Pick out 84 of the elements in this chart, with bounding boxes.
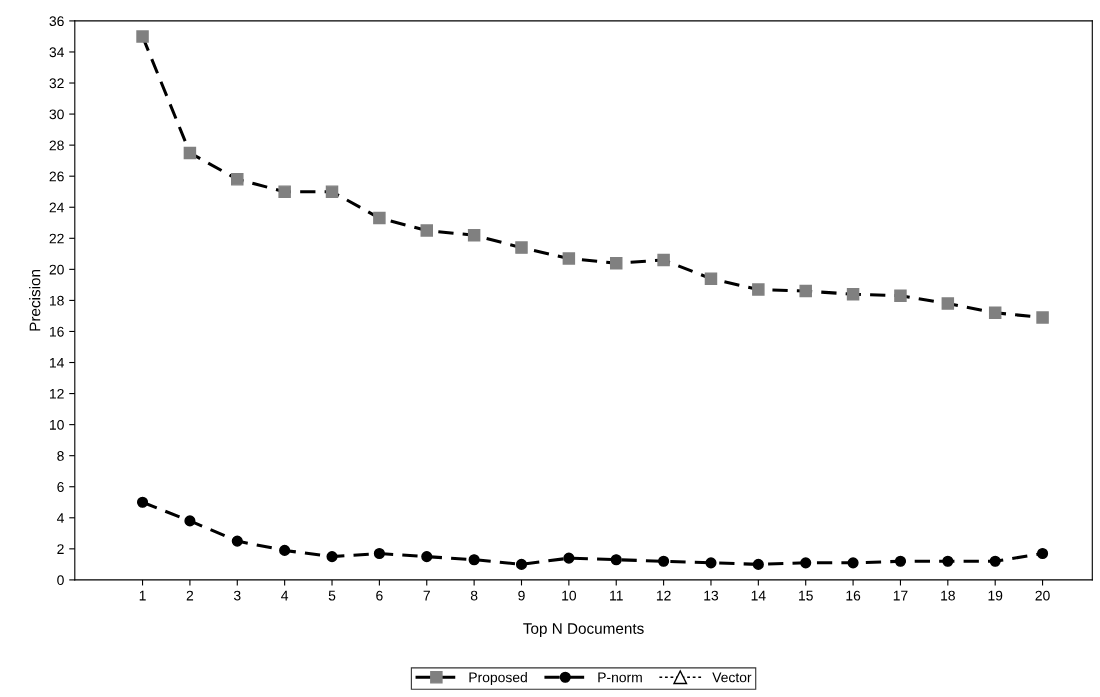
point: [562, 252, 576, 265]
y-tick-label: 26: [49, 171, 64, 182]
point: [420, 224, 434, 237]
y-tick-label: 4: [56, 513, 64, 523]
y-tick-label: 2: [57, 544, 64, 554]
y-tick-label: 28: [49, 140, 64, 151]
x-tick-label: 16: [846, 590, 861, 601]
point: [609, 256, 623, 270]
point: [894, 289, 907, 302]
point: [941, 297, 955, 310]
point: [563, 552, 575, 564]
x-tick-label: 10: [562, 590, 577, 601]
y-tick-label: 34: [49, 47, 64, 58]
point: [326, 551, 338, 563]
point: [989, 555, 1001, 567]
point: [279, 544, 291, 556]
point: [800, 557, 812, 569]
y-tick-label: 16: [50, 326, 64, 337]
point: [325, 185, 339, 198]
y-tick-label: 12: [50, 388, 64, 399]
y-tick-label: 22: [49, 233, 64, 244]
legend-label: Proposed: [469, 672, 527, 686]
x-tick-label: 9: [518, 590, 525, 601]
point: [136, 30, 149, 43]
y-tick-label: 20: [49, 264, 64, 275]
x-tick-label: 7: [423, 590, 430, 601]
y-tick-label: 10: [50, 419, 64, 430]
point: [657, 253, 670, 267]
y-tick-label: 14: [50, 357, 64, 368]
x-tick-label: 4: [281, 590, 289, 601]
point: [1037, 547, 1049, 560]
y-axis-title: Precision: [29, 269, 41, 331]
point: [752, 558, 764, 570]
x-tick-label: 15: [799, 590, 813, 601]
x-tick-label: 19: [988, 590, 1003, 601]
y-tick-label: 8: [57, 451, 64, 461]
point: [799, 284, 812, 298]
point: [752, 283, 765, 296]
point: [183, 146, 197, 160]
point: [988, 306, 1002, 320]
x-tick-label: 14: [751, 590, 766, 601]
x-tick-label: 17: [893, 590, 908, 601]
y-tick-label: 24: [49, 202, 64, 213]
point: [231, 535, 243, 547]
point: [373, 211, 386, 225]
x-tick-label: 6: [376, 590, 383, 601]
point: [515, 241, 528, 254]
y-tick-label: 32: [49, 78, 64, 89]
y-tick-label: 6: [57, 482, 64, 492]
x-tick-label: 12: [656, 590, 671, 601]
x-tick-label: 1: [139, 590, 146, 601]
point: [136, 496, 149, 508]
point: [373, 547, 385, 560]
point: [467, 228, 481, 242]
y-tick-label: 0: [57, 575, 64, 586]
x-tick-label: 20: [1035, 590, 1050, 601]
point: [1036, 311, 1049, 324]
point: [847, 557, 859, 569]
point: [184, 515, 196, 527]
point: [704, 272, 718, 285]
point: [846, 287, 860, 301]
y-tick-label: 30: [49, 109, 64, 120]
x-axis-title: Top N Documents: [523, 623, 644, 637]
x-tick-label: 13: [704, 590, 719, 601]
point: [231, 173, 244, 186]
point: [610, 554, 622, 566]
x-tick-label: 3: [233, 590, 241, 601]
x-tick-label: 18: [941, 590, 955, 601]
point: [468, 554, 480, 566]
legend-label: Vector: [712, 672, 752, 683]
x-tick-label: 2: [186, 590, 194, 601]
point: [658, 555, 670, 567]
y-tick-label: 36: [49, 16, 64, 27]
point: [278, 185, 291, 198]
point: [705, 557, 717, 569]
x-tick-label: 11: [610, 590, 623, 601]
x-tick-label: 8: [470, 590, 478, 601]
point: [894, 555, 907, 567]
y-tick-label: 18: [50, 295, 64, 306]
x-tick-label: 5: [328, 590, 336, 601]
point: [515, 558, 528, 570]
point: [942, 555, 954, 567]
point: [421, 551, 433, 563]
legend-label: P-norm: [598, 672, 642, 683]
